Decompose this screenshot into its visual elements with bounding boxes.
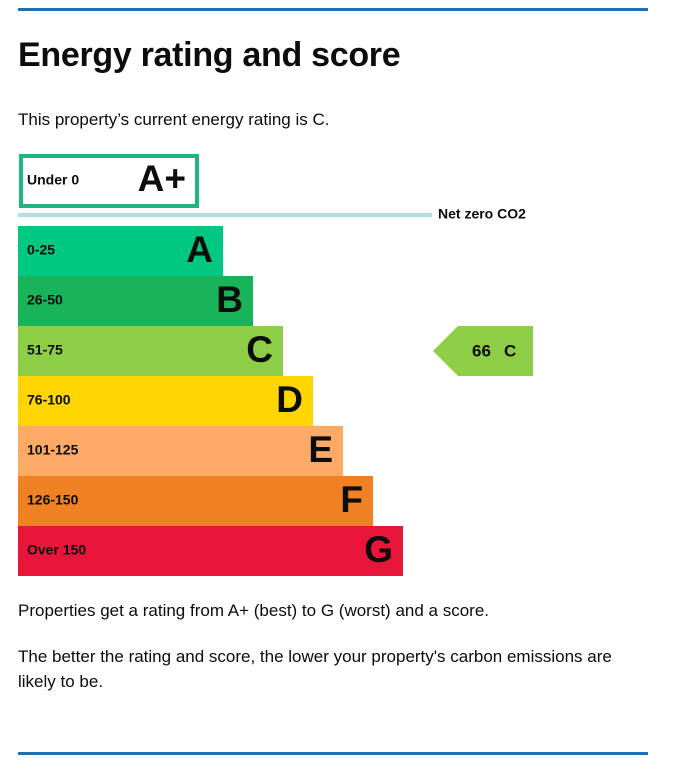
band-bar: [18, 526, 403, 576]
band-range: Over 150: [27, 542, 86, 558]
paragraph: The better the rating and score, the low…: [18, 647, 612, 691]
paragraph: Properties get a rating from A+ (best) t…: [18, 601, 490, 620]
band-range: 76-100: [27, 392, 71, 408]
band-range: 0-25: [27, 242, 55, 258]
energy-chart: Under 0 A+ Net zero CO2 0-25 A 26-50 B 51-75 C 76…: [18, 154, 533, 576]
page-title: Energy rating and score: [18, 36, 401, 74]
band-bar: [18, 326, 283, 376]
current-score: 66: [472, 341, 491, 360]
band-letter: F: [340, 479, 363, 520]
top-band-box: [19, 154, 199, 208]
band-letter: G: [364, 529, 393, 570]
band-range: 126-150: [27, 492, 79, 508]
current-rating-arrow: [433, 326, 533, 376]
band-letter: E: [308, 429, 333, 470]
bottom-rule: [18, 752, 648, 755]
net-zero-label: Net zero CO2: [438, 206, 526, 222]
band-letter: A+: [138, 158, 186, 199]
band-bar: [18, 226, 223, 276]
band-letter: C: [246, 329, 273, 370]
band-bar: [18, 426, 343, 476]
band-range: 51-75: [27, 342, 63, 358]
intro-text: This property’s current energy rating is…: [18, 110, 330, 129]
band-range: 26-50: [27, 292, 63, 308]
band-bar: [18, 376, 313, 426]
top-rule: [18, 8, 648, 11]
band-letter: B: [216, 279, 243, 320]
band-bar: [18, 276, 253, 326]
net-zero-line: [18, 213, 432, 217]
band-range: 101-125: [27, 442, 79, 458]
band-letter: D: [276, 379, 303, 420]
band-range: Under 0: [27, 172, 79, 188]
current-rating: C: [504, 341, 516, 360]
band-letter: A: [186, 229, 213, 270]
band-bar: [18, 476, 373, 526]
